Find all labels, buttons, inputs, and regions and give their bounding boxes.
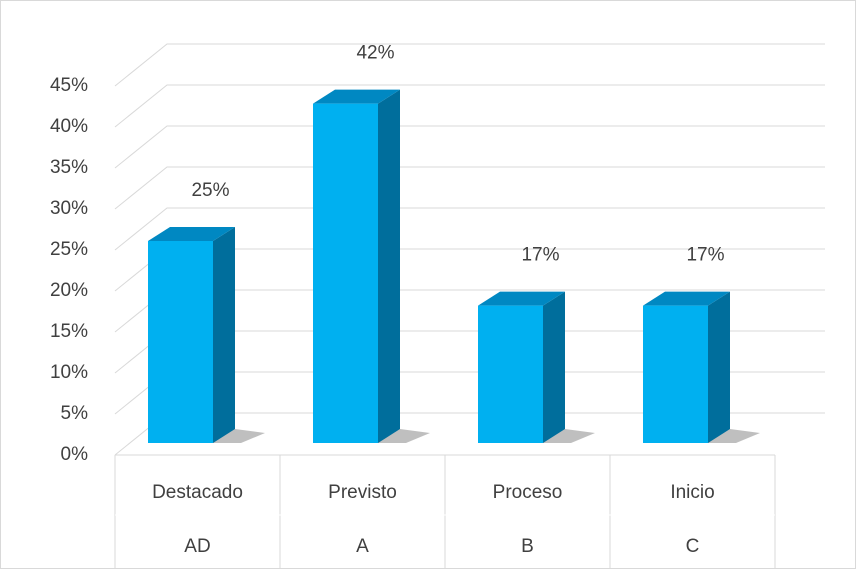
data-label: 42%: [356, 43, 394, 64]
data-label: 17%: [686, 245, 724, 266]
y-tick-label: 5%: [61, 403, 89, 424]
bar-front: [478, 305, 543, 443]
y-tick-label: 30%: [50, 198, 88, 219]
y-tick-label: 15%: [50, 321, 88, 342]
grid-line: [114, 125, 825, 169]
bar-front: [643, 305, 708, 443]
bar-side: [708, 291, 730, 443]
y-tick-label: 35%: [50, 157, 88, 178]
grid-line: [114, 207, 825, 251]
y-tick-label: 10%: [50, 362, 88, 383]
y-tick-label: 40%: [50, 116, 88, 137]
y-tick-label: 0%: [61, 444, 89, 465]
grid-line: [114, 84, 825, 128]
category-label: Previsto: [328, 482, 397, 503]
bar-side: [213, 227, 235, 443]
grid-line: [114, 43, 825, 87]
bar: [313, 89, 400, 443]
bar-top: [478, 291, 565, 306]
y-tick-label: 45%: [50, 75, 88, 96]
subcategory-label: C: [686, 536, 700, 557]
grid-line: [114, 166, 825, 210]
bar-front: [313, 103, 378, 443]
bar: [643, 291, 730, 443]
category-label: Inicio: [670, 482, 714, 503]
subcategory-label: A: [356, 536, 369, 557]
bar-top: [643, 291, 730, 306]
y-tick-label: 20%: [50, 280, 88, 301]
bar-side: [543, 291, 565, 443]
subcategory-label: B: [521, 536, 534, 557]
subcategory-label: AD: [184, 536, 210, 557]
category-label: Proceso: [493, 482, 563, 503]
category-label: Destacado: [152, 482, 243, 503]
y-tick-label: 25%: [50, 239, 88, 260]
bar: [478, 291, 565, 443]
bar-front: [148, 241, 213, 443]
bar-side: [378, 89, 400, 443]
bar: [148, 227, 235, 443]
data-label: 17%: [521, 245, 559, 266]
bar-top: [313, 89, 400, 104]
bar-top: [148, 227, 235, 241]
data-label: 25%: [191, 180, 229, 201]
